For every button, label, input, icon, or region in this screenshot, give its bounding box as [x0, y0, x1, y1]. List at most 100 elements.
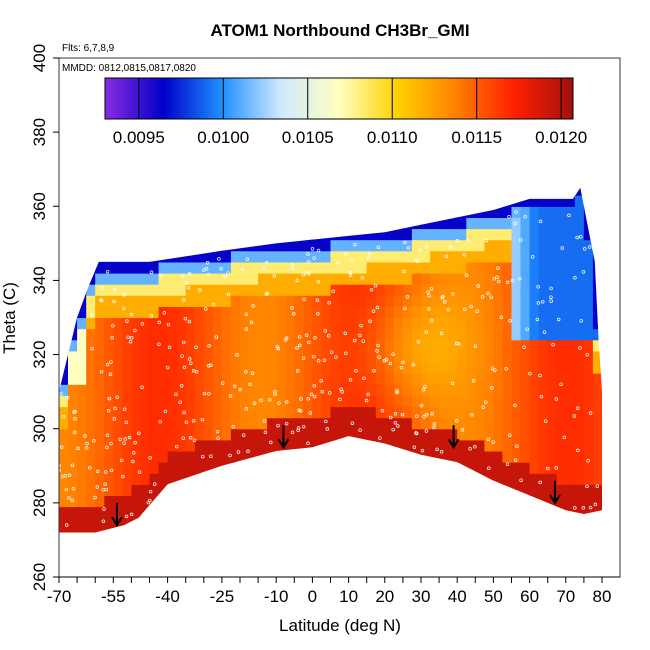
heatmap-cell — [149, 428, 160, 441]
sample-point — [326, 333, 331, 338]
sample-point — [67, 495, 71, 500]
heatmap-cell — [439, 328, 449, 341]
heatmap-cell — [592, 187, 602, 196]
heatmap-cell — [276, 228, 286, 241]
heatmap-cell — [457, 350, 467, 363]
heatmap-cell — [176, 206, 187, 218]
heatmap-cell — [484, 473, 495, 485]
heatmap-cell — [439, 362, 449, 374]
heatmap-cell — [375, 239, 386, 252]
heatmap-cell — [122, 373, 132, 385]
heatmap-cell — [565, 295, 576, 307]
sample-point — [206, 272, 211, 277]
sample-point — [316, 311, 320, 316]
heatmap-cell — [167, 261, 178, 274]
heatmap-cell — [59, 506, 69, 519]
sample-point — [469, 304, 473, 309]
heatmap-cell — [240, 528, 250, 533]
heatmap-cell — [249, 328, 259, 341]
heatmap-cell — [249, 295, 259, 307]
heatmap-cell — [430, 473, 440, 485]
heatmap-cell — [538, 428, 549, 441]
sample-point — [473, 344, 478, 348]
heatmap-cell — [475, 284, 485, 296]
heatmap-cell — [203, 306, 214, 319]
heatmap-cell — [68, 462, 78, 474]
heatmap-cell — [592, 195, 602, 207]
heatmap-cell — [565, 428, 576, 441]
sample-point — [105, 433, 110, 438]
heatmap-cell — [95, 373, 105, 385]
heatmap-cell — [312, 328, 323, 341]
heatmap-cell — [258, 451, 268, 463]
heatmap-cell — [194, 250, 205, 263]
sample-point — [295, 369, 300, 373]
heatmap-cell — [547, 362, 558, 374]
heatmap-cell — [448, 187, 458, 196]
colorbar-fill — [104, 77, 574, 120]
heatmap-cell — [538, 195, 549, 207]
heatmap-cell — [149, 328, 160, 341]
heatmap-cell — [574, 373, 585, 385]
sample-point — [209, 363, 213, 368]
heatmap-cell — [384, 495, 395, 508]
heatmap-cell — [86, 384, 96, 396]
heatmap-cell — [493, 317, 503, 330]
heatmap-cell — [158, 217, 169, 230]
heatmap-cell — [312, 439, 323, 452]
heatmap-cell — [158, 528, 169, 533]
heatmap-cell — [421, 250, 431, 263]
heatmap-cell — [158, 451, 169, 463]
sample-point — [70, 463, 75, 467]
heatmap-cell — [565, 395, 576, 408]
heatmap-cell — [547, 517, 558, 530]
heatmap-cell — [556, 195, 567, 207]
x-tick-label: 0 — [308, 587, 317, 606]
heatmap-cell — [258, 350, 268, 363]
heatmap-cell — [448, 350, 458, 363]
heatmap-cell — [194, 206, 205, 218]
heatmap-cell — [520, 250, 531, 263]
heatmap-cell — [167, 228, 178, 241]
heatmap-cell — [339, 528, 350, 533]
heatmap-cell — [122, 239, 132, 252]
sample-point — [391, 352, 395, 356]
heatmap-cell — [294, 384, 304, 396]
heatmap-cell — [185, 384, 196, 396]
heatmap-cell — [529, 495, 540, 508]
heatmap-cell — [348, 439, 359, 452]
sample-point — [562, 435, 567, 440]
heatmap-cell — [375, 473, 386, 485]
heatmap-cell — [583, 473, 594, 485]
sample-point — [182, 410, 186, 415]
heatmap-cell — [384, 517, 395, 530]
sample-point — [420, 448, 425, 453]
heatmap-cell — [448, 284, 458, 296]
heatmap-cell — [384, 428, 395, 441]
heatmap-cell — [276, 187, 286, 196]
sample-point — [191, 418, 196, 423]
heatmap-cell — [321, 495, 332, 508]
heatmap-cell — [59, 339, 69, 352]
sample-point — [179, 384, 184, 388]
heatmap-cell — [86, 317, 96, 330]
heatmap-cell — [330, 528, 341, 533]
heatmap-cell — [185, 261, 196, 274]
heatmap-cell — [384, 250, 395, 263]
heatmap-cell — [221, 273, 232, 285]
heatmap-cell — [520, 373, 531, 385]
heatmap-cell — [411, 362, 422, 374]
heatmap-cell — [149, 350, 160, 363]
heatmap-cell — [330, 484, 341, 496]
heatmap-cell — [375, 506, 386, 519]
heatmap-cell — [448, 206, 458, 218]
heatmap-cell — [167, 484, 178, 496]
heatmap-cell — [529, 328, 540, 341]
heatmap-cell — [574, 350, 585, 363]
heatmap-cell — [276, 395, 286, 408]
heatmap-cell — [149, 395, 160, 408]
heatmap-cell — [221, 528, 232, 533]
heatmap-cell — [240, 217, 250, 230]
heatmap-cell — [267, 206, 277, 218]
heatmap-cell — [502, 239, 513, 252]
